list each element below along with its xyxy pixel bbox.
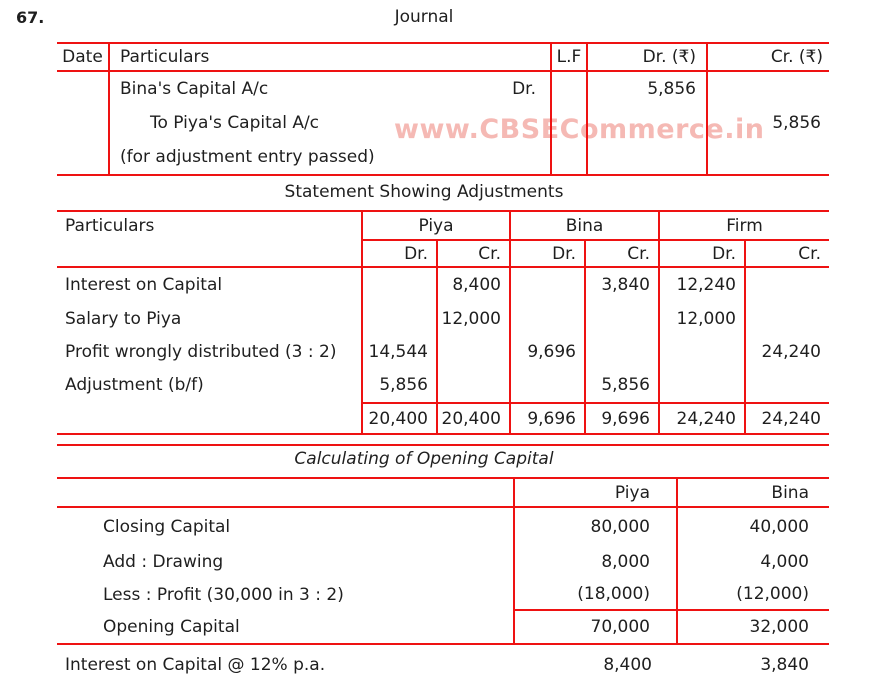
- journal-cr-amount: [708, 72, 829, 106]
- journal-entry-text: To Piya's Capital A/c: [150, 113, 320, 133]
- statement-subheader-dr: Dr.: [660, 241, 746, 268]
- opening-row-label: Add : Drawing: [57, 545, 515, 578]
- statement-bina-dr: [511, 302, 586, 335]
- opening-row-label: Closing Capital: [57, 508, 515, 545]
- opening-capital-title: Calculating of Opening Capital: [294, 449, 554, 469]
- interest-footer-bina-value: 3,840: [760, 655, 809, 675]
- statement-bina-cr: [586, 335, 660, 368]
- statement-piya-dr: 14,544: [363, 335, 438, 368]
- opening-header-piya: Piya: [515, 479, 678, 508]
- journal-header-dr: Dr. (₹): [588, 44, 708, 72]
- journal-date-cell: [57, 72, 110, 106]
- statement-subheader-dr: Dr.: [511, 241, 586, 268]
- journal-particulars-cell: Bina's Capital A/c Dr.: [110, 72, 552, 106]
- statement-bina-cr: 5,856: [586, 368, 660, 402]
- journal-entry-text: Bina's Capital A/c: [120, 79, 269, 99]
- statement-piya-cr: [438, 335, 511, 368]
- opening-piya-value: 8,000: [515, 545, 678, 578]
- statement-bina-dr: [511, 368, 586, 402]
- journal-header-date: Date: [57, 44, 110, 72]
- opening-row-label: Opening Capital: [57, 611, 515, 643]
- journal-entry-text: (for adjustment entry passed): [120, 147, 375, 167]
- statement-row-label: Salary to Piya: [57, 302, 363, 335]
- journal-title: Journal: [394, 7, 454, 27]
- opening-bina-value: 40,000: [749, 516, 809, 537]
- statement-piya-cr: [438, 368, 511, 402]
- statement-double-rule: [57, 444, 829, 446]
- statement-piya-dr: [363, 302, 438, 335]
- statement-total-piya-cr: 20,400: [438, 402, 511, 433]
- statement-subheader-dr: Dr.: [363, 241, 438, 268]
- journal-dr-amount: 5,856: [588, 72, 708, 106]
- statement-header-firm: Firm: [660, 212, 829, 241]
- statement-piya-cr: 8,400: [438, 268, 511, 302]
- opening-capital-table: Piya Bina Closing Capital 80,000 40,000 …: [57, 477, 829, 645]
- question-number: 67.: [16, 8, 45, 27]
- journal-header-lf: L.F: [552, 44, 588, 72]
- watermark: www.CBSECommerce.in: [394, 114, 765, 145]
- statement-bina-dr: 9,696: [511, 335, 586, 368]
- statement-subheader-cr: Cr.: [586, 241, 660, 268]
- journal-lf-cell: [552, 72, 588, 106]
- journal-cr-amount: [708, 140, 829, 174]
- statement-table: Particulars Piya Bina Firm Dr. Cr. Dr. C…: [57, 210, 829, 435]
- statement-firm-cr: 24,240: [761, 341, 821, 362]
- journal-lf-cell: [552, 140, 588, 174]
- statement-firm-cr: [746, 302, 829, 335]
- opening-bina-value: 32,000: [749, 617, 809, 637]
- opening-piya-value: 80,000: [515, 508, 678, 545]
- interest-footer-piya-value: 8,400: [603, 655, 652, 675]
- statement-bina-cr: [586, 302, 660, 335]
- interest-footer-label: Interest on Capital @ 12% p.a.: [65, 655, 326, 675]
- statement-firm-dr: 12,240: [660, 268, 746, 302]
- journal-header-cr: Cr. (₹): [708, 44, 829, 72]
- journal-date-cell: [57, 140, 110, 174]
- statement-subheader-cr: Cr.: [746, 241, 829, 268]
- statement-piya-cr: 12,000: [438, 302, 511, 335]
- statement-totals-label: [57, 402, 363, 433]
- opening-bina-value: 4,000: [760, 551, 809, 572]
- journal-header-particulars: Particulars: [110, 44, 552, 72]
- statement-subheader-cr: Cr.: [438, 241, 511, 268]
- statement-header-piya: Piya: [363, 212, 511, 241]
- opening-row-label: Less : Profit (30,000 in 3 : 2): [57, 578, 515, 611]
- statement-total-firm-dr: 24,240: [660, 402, 746, 433]
- statement-bina-dr: [511, 268, 586, 302]
- journal-particulars-cell: (for adjustment entry passed): [110, 140, 552, 174]
- statement-firm-dr: 12,000: [660, 302, 746, 335]
- statement-firm-cr: [746, 368, 829, 402]
- statement-total-bina-dr: 9,696: [511, 402, 586, 433]
- statement-total-piya-dr: 20,400: [363, 402, 438, 433]
- opening-piya-value: 70,000: [515, 611, 678, 643]
- opening-header-blank: [57, 479, 515, 508]
- journal-table: Date Particulars L.F Dr. (₹) Cr. (₹) Bin…: [57, 42, 829, 176]
- statement-firm-dr: [660, 368, 746, 402]
- journal-lf-cell: [552, 106, 588, 140]
- statement-total-bina-cr: 9,696: [586, 402, 660, 433]
- statement-firm-dr: [660, 335, 746, 368]
- statement-total-firm-cr: 24,240: [746, 402, 829, 433]
- journal-cr-amount: 5,856: [772, 113, 821, 133]
- statement-piya-dr: [363, 268, 438, 302]
- statement-row-label: Interest on Capital: [57, 268, 363, 302]
- statement-title: Statement Showing Adjustments: [284, 182, 564, 202]
- journal-date-cell: [57, 106, 110, 140]
- statement-row-label: Profit wrongly distributed (3 : 2): [57, 335, 363, 368]
- opening-header-bina: Bina: [678, 479, 829, 508]
- interest-footer-row: Interest on Capital @ 12% p.a. 8,400 3,8…: [57, 650, 829, 680]
- statement-firm-cr: [746, 268, 829, 302]
- journal-dr-amount: [588, 106, 708, 140]
- statement-header-bina: Bina: [511, 212, 660, 241]
- statement-header-particulars: Particulars: [57, 212, 363, 268]
- opening-bina-value: (12,000): [678, 578, 829, 611]
- statement-piya-dr: 5,856: [363, 368, 438, 402]
- journal-particulars-cell: To Piya's Capital A/c: [110, 106, 552, 140]
- opening-piya-value: (18,000): [515, 578, 678, 611]
- statement-row-label: Adjustment (b/f): [57, 368, 363, 402]
- journal-dr-suffix: Dr.: [512, 79, 536, 99]
- statement-bina-cr: 3,840: [586, 268, 660, 302]
- journal-dr-amount: [588, 140, 708, 174]
